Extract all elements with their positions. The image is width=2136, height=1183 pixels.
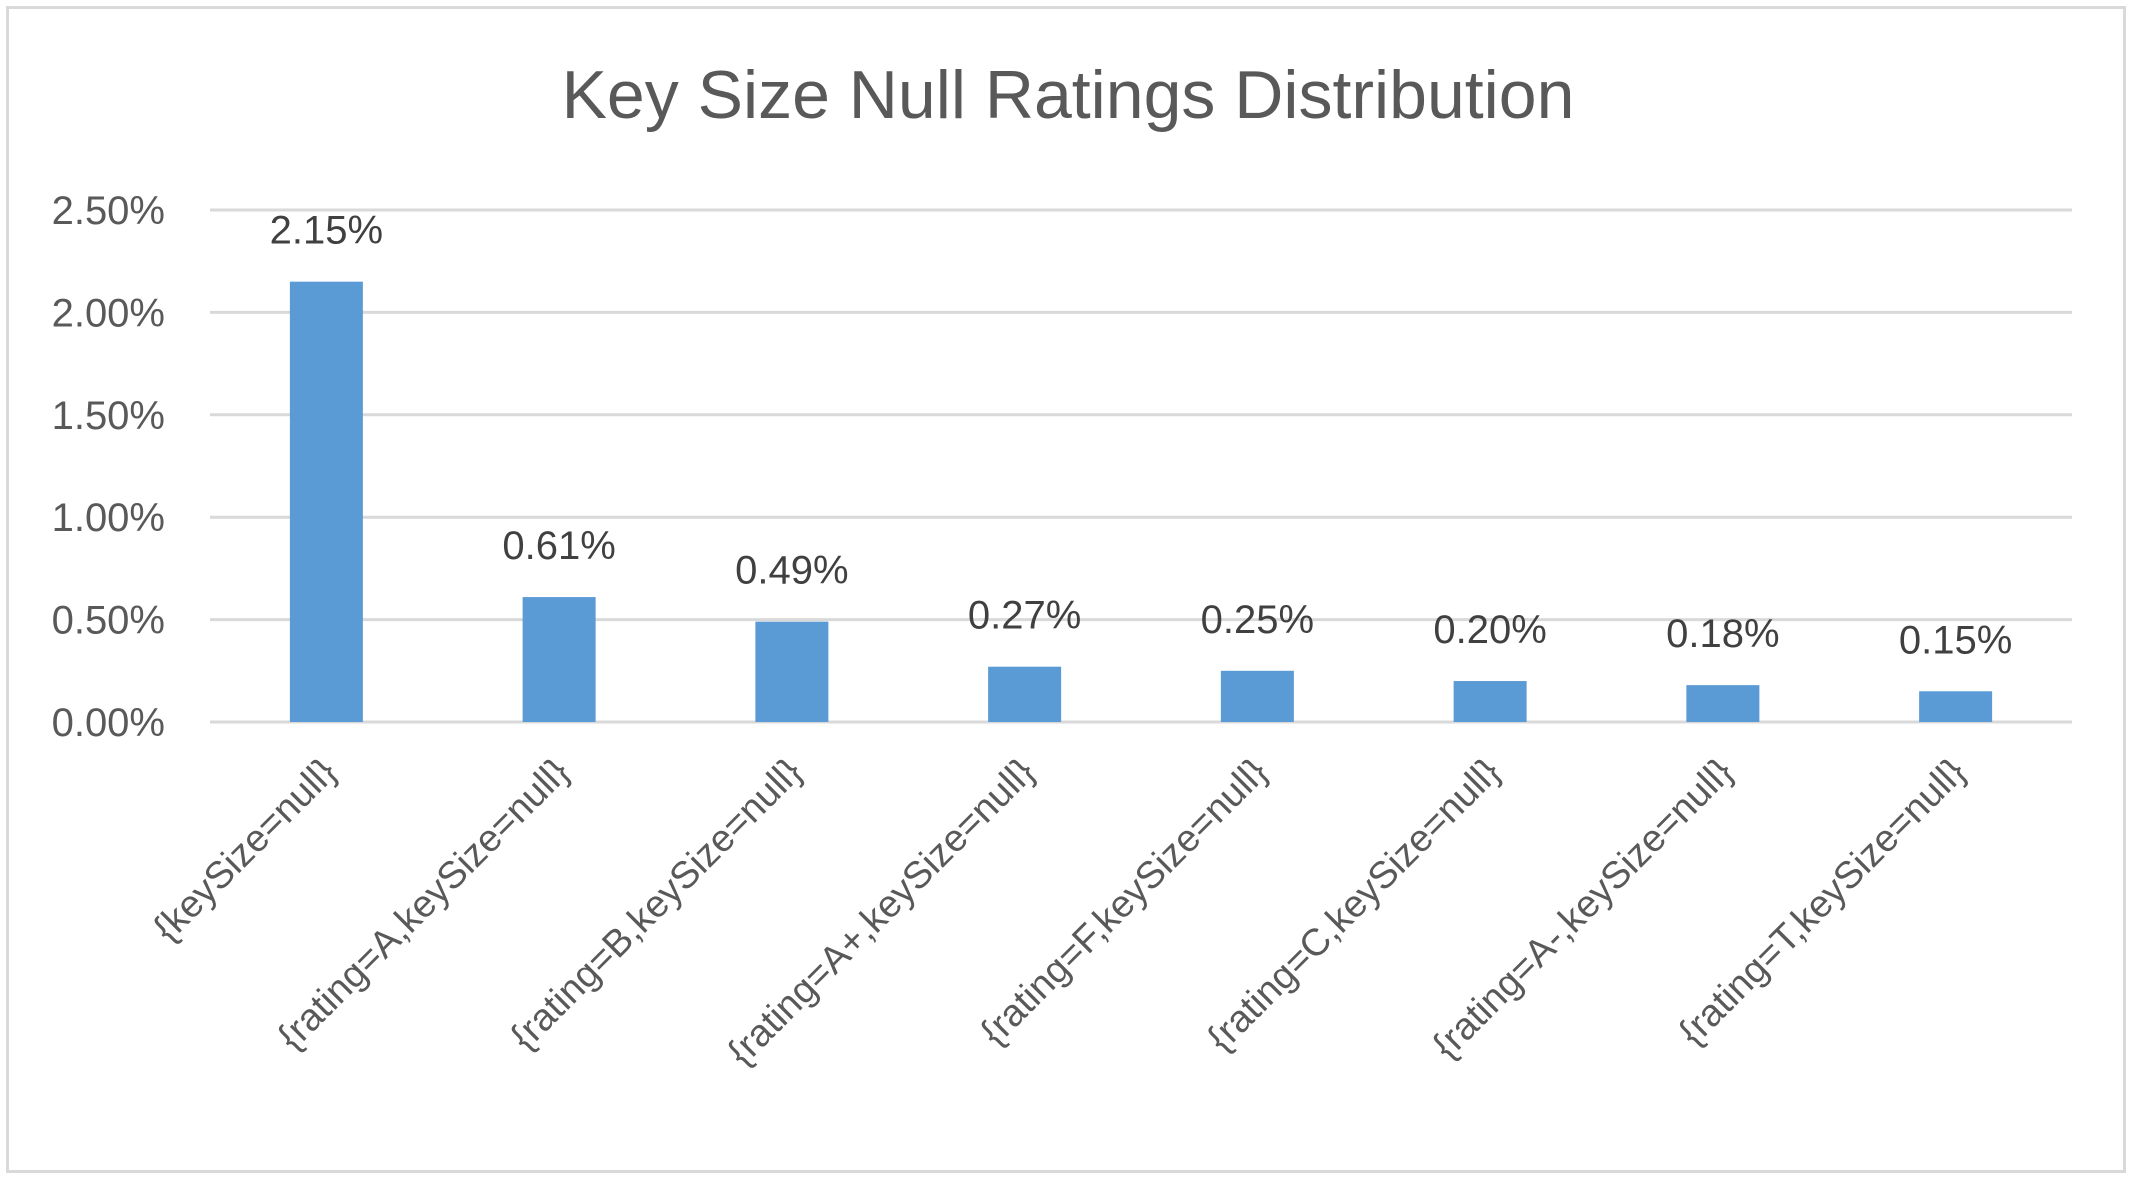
- data-label: 0.18%: [1666, 612, 1779, 656]
- bar: [1453, 681, 1527, 722]
- y-tick-label: 0.50%: [52, 599, 165, 643]
- chart-title: Key Size Null Ratings Distribution: [562, 57, 1575, 133]
- data-label: 0.27%: [968, 594, 1081, 638]
- bar: [755, 621, 829, 722]
- bar: [1686, 685, 1760, 722]
- data-label: 0.20%: [1433, 608, 1546, 652]
- data-labels: 2.15% 0.61% 0.49% 0.27% 0.25% 0.20% 0.18% 0.15%: [270, 209, 2013, 663]
- bar: [289, 281, 363, 722]
- data-label: 0.25%: [1201, 598, 1314, 642]
- bar: [1220, 670, 1294, 722]
- bar: [988, 666, 1062, 722]
- data-label: 0.15%: [1899, 618, 2012, 662]
- data-label: 0.49%: [735, 549, 848, 593]
- x-axis-ticks: {keySize=null}{rating=A,keySize=null}{ra…: [145, 751, 1974, 1074]
- y-tick-label: 0.00%: [52, 701, 165, 745]
- data-label: 2.15%: [270, 209, 383, 253]
- bar: [1919, 691, 1993, 722]
- y-tick-label: 1.00%: [52, 496, 165, 540]
- bar: [522, 597, 596, 722]
- bars: [289, 281, 1993, 722]
- y-axis-ticks: 0.00% 0.50% 1.00% 1.50% 2.00% 2.50%: [52, 189, 165, 745]
- y-tick-label: 1.50%: [52, 394, 165, 438]
- gridlines: [210, 208, 2072, 724]
- y-tick-label: 2.00%: [52, 291, 165, 335]
- data-label: 0.61%: [502, 524, 615, 568]
- x-tick-label: {keySize=null}: [145, 751, 344, 950]
- y-tick-label: 2.50%: [52, 189, 165, 233]
